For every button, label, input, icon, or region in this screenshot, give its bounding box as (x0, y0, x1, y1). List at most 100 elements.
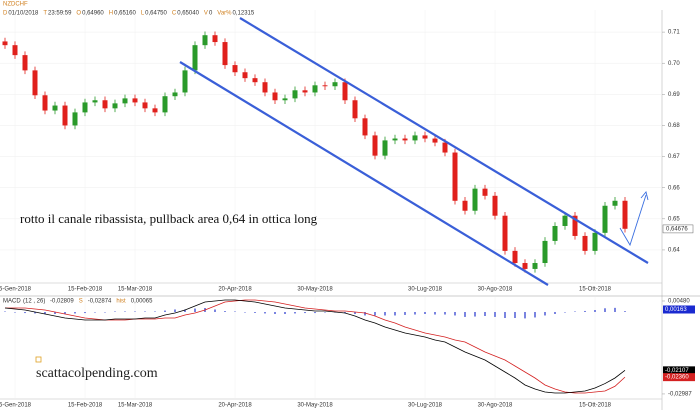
macd-header-item: -0,02874 (88, 299, 112, 305)
hist-bar (74, 312, 76, 314)
hist-bar (164, 310, 166, 312)
candle-body (272, 92, 278, 101)
candle-body (72, 112, 78, 126)
hist-bar (354, 312, 356, 314)
candle-body (162, 96, 168, 113)
macd-tick-label: -0,02987 (668, 392, 692, 398)
hist-bar (544, 312, 546, 316)
hist-bar (184, 309, 186, 312)
hist-bar (324, 312, 326, 313)
hist-bar (114, 311, 116, 312)
hist-bar (494, 312, 496, 317)
y-tick-label: 0.68 (668, 123, 680, 129)
candle-body (492, 195, 498, 216)
hist-bar (124, 311, 126, 312)
macd-params: (12 , 26) (23, 299, 45, 305)
hist-bar (34, 312, 36, 314)
x-tick-label: 20-Apr-2018 (218, 403, 252, 409)
candle-body (572, 215, 578, 236)
candle-body (342, 82, 348, 101)
hist-bar (514, 312, 516, 318)
candle-body (102, 100, 108, 109)
candle-body (542, 240, 548, 264)
channel-lower (179, 61, 549, 286)
candle-body (142, 102, 148, 109)
candle-body (422, 135, 428, 139)
hist-bar (594, 310, 596, 312)
value-box-label: 0,00163 (665, 307, 687, 313)
hist-bar (24, 312, 26, 314)
hist-bar (144, 311, 146, 312)
header-key: C (172, 11, 177, 17)
candle-body (442, 142, 448, 153)
y-tick-label: 0.69 (668, 92, 680, 98)
candle-body (612, 200, 618, 206)
hist-bar (154, 311, 156, 312)
hist-bar (424, 312, 426, 314)
hist-bar (504, 312, 506, 318)
hist-bar (284, 312, 286, 314)
candle-body (602, 205, 608, 233)
header-key: T (43, 11, 47, 17)
x-tick-label: 30-May-2018 (297, 287, 333, 293)
value-box-label: -0,02107 (665, 368, 689, 374)
hist-bar (414, 312, 416, 315)
value-box (663, 366, 695, 375)
value-box (663, 373, 695, 382)
hist-bar (564, 312, 566, 313)
y-tick-label: 0.66 (668, 185, 680, 191)
hist-bar (484, 312, 486, 316)
candle-body (222, 42, 228, 66)
x-tick-label: 15-Mar-2018 (118, 403, 153, 409)
hist-bar (54, 312, 56, 314)
x-tick-label: 15-Ott-2018 (579, 403, 612, 409)
hist-bar (434, 312, 436, 315)
grid (0, 10, 662, 398)
y-tick-label: 0.70 (668, 61, 680, 67)
hist-bar (474, 312, 476, 317)
last-price-label: 0,64676 (666, 226, 688, 232)
x-tick-label: 5-Gen-2018 (0, 287, 32, 293)
candle-body (22, 55, 28, 71)
candle-body (532, 263, 538, 269)
macd-line (4, 299, 626, 394)
candle-body (212, 35, 218, 43)
candle-body (402, 138, 408, 141)
hist-bar (364, 312, 366, 316)
candle-body (472, 188, 478, 211)
candle-body (52, 105, 58, 111)
hist-bar (614, 307, 616, 312)
candle-body (242, 72, 248, 79)
macd-header-item: S (79, 299, 83, 305)
header-value: 0 (209, 11, 213, 17)
x-tick-label: 15-Feb-2018 (68, 287, 103, 293)
candle-body (112, 103, 118, 109)
macd-header-item: hist (116, 299, 126, 305)
hist-bar (584, 310, 586, 312)
watermark: scattacolpending.com (36, 366, 158, 381)
candle-body (122, 98, 128, 104)
x-tick-label: 20-Apr-2018 (218, 287, 252, 293)
macd-header-item: 0,00065 (131, 299, 153, 305)
hist-bar (214, 309, 216, 312)
candle-body (392, 138, 398, 141)
header-value: 01/10/2018 (8, 11, 39, 17)
candle-body (2, 41, 8, 46)
candle-body (432, 138, 438, 143)
header-value: 0,12315 (233, 11, 255, 17)
header-key: V (204, 11, 208, 17)
candle-body (132, 98, 138, 103)
hist-bar (274, 312, 276, 314)
header-key: L (141, 11, 145, 17)
watermark-icon (35, 356, 42, 363)
x-tick-label: 30-Lug-2018 (408, 287, 443, 293)
candle-body (172, 92, 178, 97)
hist-bar (384, 312, 386, 316)
candle-body (352, 100, 358, 119)
macd-tick-label: 0,00480 (668, 299, 690, 305)
hist-bar (44, 312, 46, 314)
x-tick-label: 30-Ago-2018 (478, 287, 513, 293)
header-key: H (109, 11, 113, 17)
hist-bar (4, 311, 6, 312)
